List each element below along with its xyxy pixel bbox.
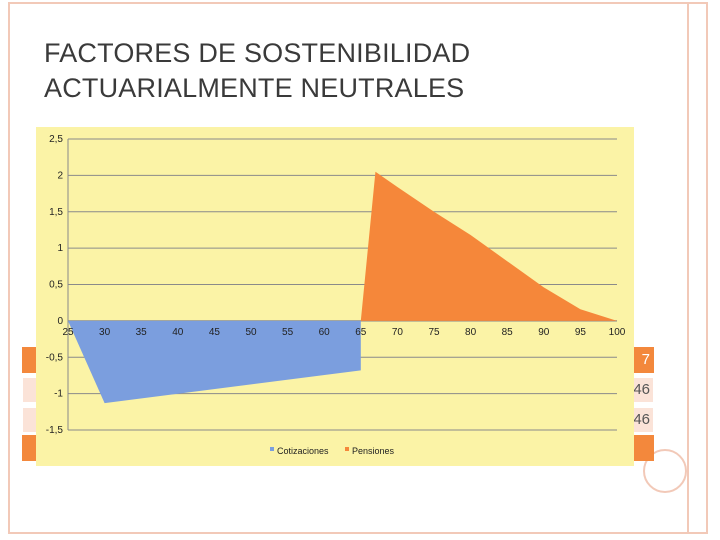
y-tick-label: -0,5 xyxy=(46,352,64,363)
chart-series xyxy=(68,171,617,404)
slide-title: FACTORES DE SOSTENIBILIDAD ACTUARIALMENT… xyxy=(44,38,471,103)
x-tick-label: 80 xyxy=(465,327,477,338)
legend-swatch xyxy=(345,447,349,451)
y-tick-label: 1,5 xyxy=(49,207,63,218)
y-tick-label: 0,5 xyxy=(49,280,63,291)
y-tick-label: 1 xyxy=(57,243,63,254)
x-tick-label: 55 xyxy=(282,327,294,338)
x-tick-label: 70 xyxy=(392,327,404,338)
x-tick-label: 90 xyxy=(538,327,550,338)
slide-side-band xyxy=(687,2,707,534)
chart-legend: Cotizaciones Pensiones xyxy=(270,446,395,456)
legend-swatch xyxy=(270,447,274,451)
x-axis: 25 30 35 40 45 50 55 60 65 70 75 80 85 90 95 100 xyxy=(62,327,625,338)
y-axis: 2,5 2 1,5 1 0,5 0 -0,5 -1 -1,5 xyxy=(46,134,64,436)
y-tick-label: 2,5 xyxy=(49,134,63,145)
table-cell-fragment: 7 xyxy=(641,351,650,368)
x-tick-label: 85 xyxy=(502,327,514,338)
y-tick-label: -1 xyxy=(54,389,63,400)
x-tick-label: 95 xyxy=(575,327,587,338)
legend-label: Cotizaciones xyxy=(277,446,329,456)
x-tick-label: 65 xyxy=(355,327,367,338)
x-tick-label: 40 xyxy=(172,327,184,338)
y-tick-label: 2 xyxy=(57,170,63,181)
x-tick-label: 50 xyxy=(245,327,257,338)
x-tick-label: 100 xyxy=(609,327,626,338)
x-tick-label: 75 xyxy=(428,327,440,338)
table-cell-fragment: 46 xyxy=(633,411,650,428)
y-tick-label: -1,5 xyxy=(46,425,64,436)
x-tick-label: 35 xyxy=(136,327,148,338)
area-pensiones xyxy=(360,171,617,321)
slide-frame xyxy=(8,2,708,534)
x-tick-label: 45 xyxy=(209,327,221,338)
y-tick-label: 0 xyxy=(57,316,63,327)
x-tick-label: 60 xyxy=(319,327,331,338)
x-tick-label: 30 xyxy=(99,327,111,338)
x-tick-label: 25 xyxy=(62,327,74,338)
legend-label: Pensiones xyxy=(352,446,395,456)
area-cotizaciones xyxy=(68,320,361,404)
table-cell-fragment: 46 xyxy=(633,381,650,398)
